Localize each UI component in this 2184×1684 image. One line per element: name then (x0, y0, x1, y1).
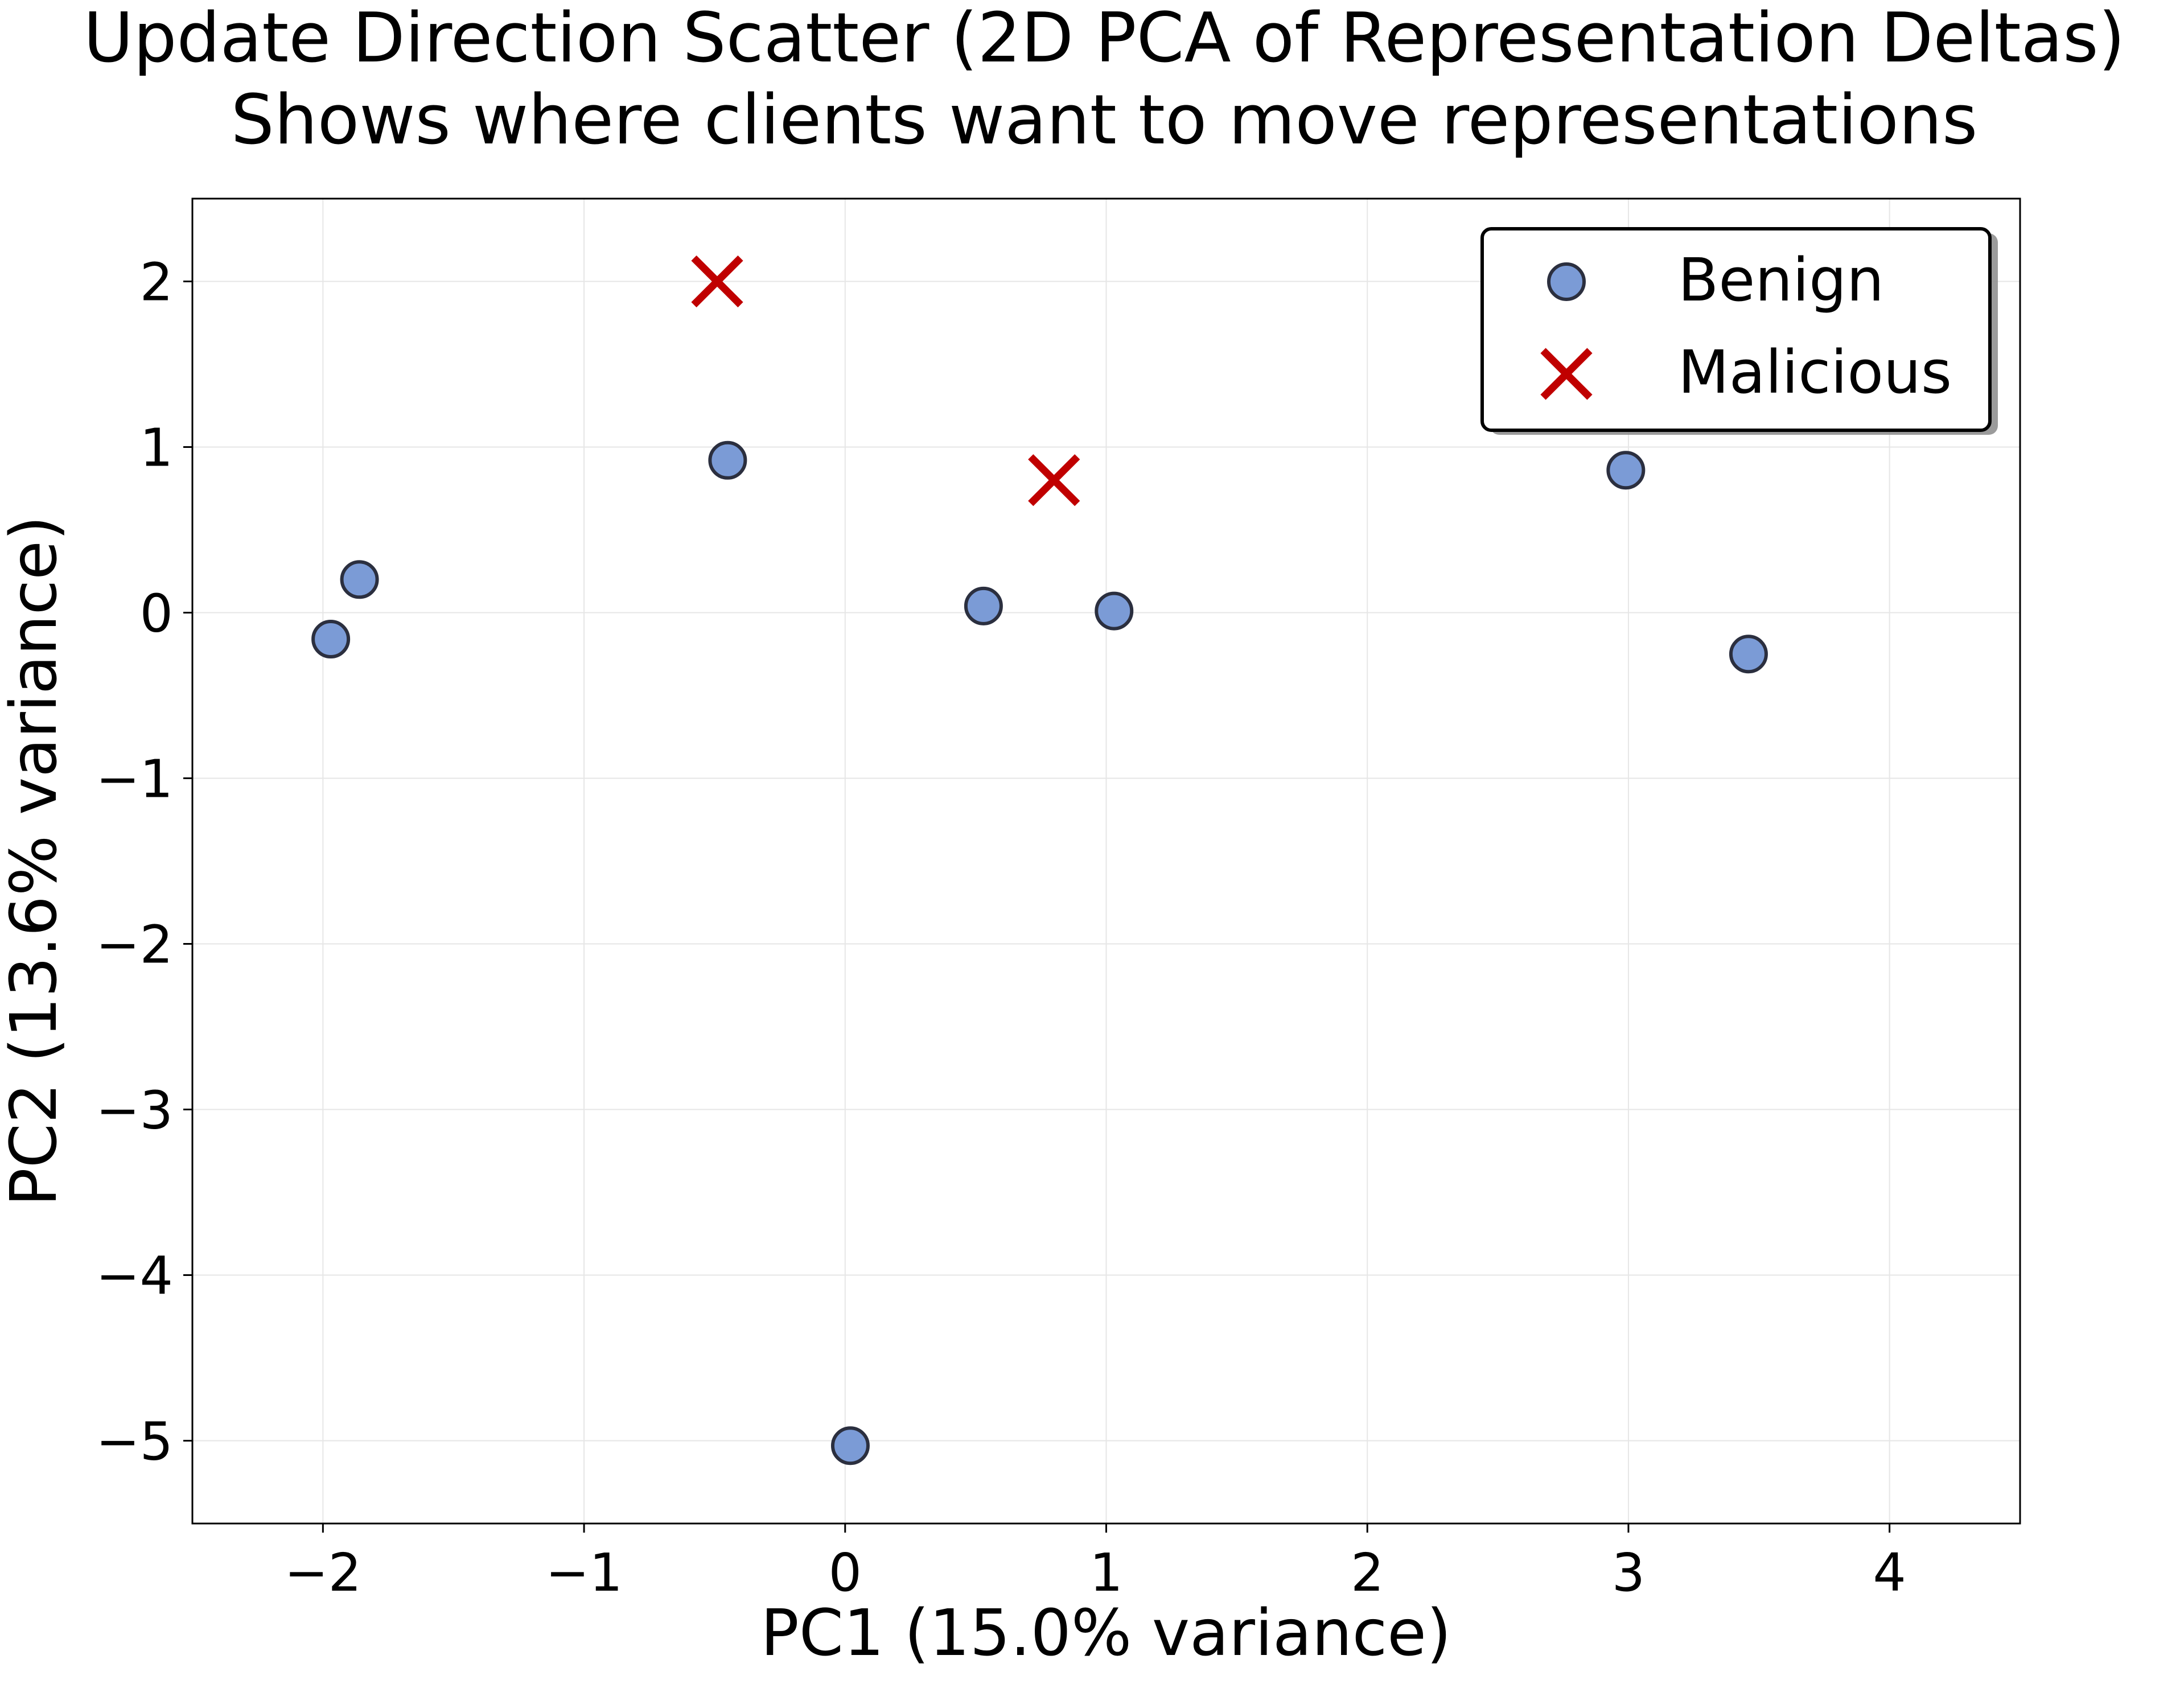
benign-point (830, 1426, 870, 1465)
x-tick-label: −1 (545, 1542, 623, 1603)
x-tick-label: 0 (829, 1542, 862, 1603)
legend-marker-benign (1547, 262, 1586, 301)
x-tick-label: 1 (1089, 1542, 1123, 1603)
malicious-point-stroke (1028, 454, 1080, 507)
legend-box (1480, 227, 1992, 432)
benign-point (1729, 635, 1768, 674)
benign-point (1095, 591, 1134, 631)
benign-point (340, 560, 379, 599)
y-tick-label: −3 (96, 1080, 173, 1141)
grid-lines (192, 199, 2020, 1524)
axis-ticks: −2 −1 0 1 2 3 4 −5 −4 −3 −2 −1 0 1 2 (96, 252, 1906, 1604)
legend: Benign Malicious (1480, 227, 1998, 435)
x-tick-label: 3 (1612, 1542, 1646, 1603)
malicious-point (691, 255, 743, 308)
y-tick-label: −2 (96, 915, 173, 975)
y-tick-label: 2 (139, 252, 173, 313)
legend-marker-malicious (1540, 348, 1593, 400)
benign-point (1606, 451, 1646, 490)
y-tick-label: 1 (139, 418, 173, 479)
benign-point (964, 586, 1003, 625)
y-tick-label: −1 (96, 749, 173, 810)
chart-subtitle: Shows where clients want to move represe… (231, 81, 1978, 160)
data-points (311, 255, 1768, 1465)
y-tick-label: 0 (139, 583, 173, 644)
legend-label-malicious: Malicious (1678, 337, 1952, 407)
x-tick-label: −2 (285, 1542, 362, 1603)
legend-marker-malicious-stroke (1540, 348, 1593, 400)
chart-title: Update Direction Scatter (2D PCA of Repr… (84, 0, 2125, 78)
x-tick-label: 4 (1873, 1542, 1906, 1603)
malicious-point-stroke (691, 255, 743, 308)
x-tick-label: 2 (1351, 1542, 1384, 1603)
y-tick-label: −4 (96, 1246, 173, 1307)
malicious-point (1028, 454, 1080, 507)
plot-area-frame (191, 197, 2021, 1525)
x-axis-label: PC1 (15.0% variance) (760, 1596, 1451, 1670)
benign-point (708, 440, 747, 480)
y-axis-label: PC2 (13.6% variance) (0, 516, 71, 1207)
benign-point (311, 620, 351, 659)
y-tick-label: −5 (96, 1411, 173, 1472)
legend-label-benign: Benign (1678, 245, 1884, 315)
